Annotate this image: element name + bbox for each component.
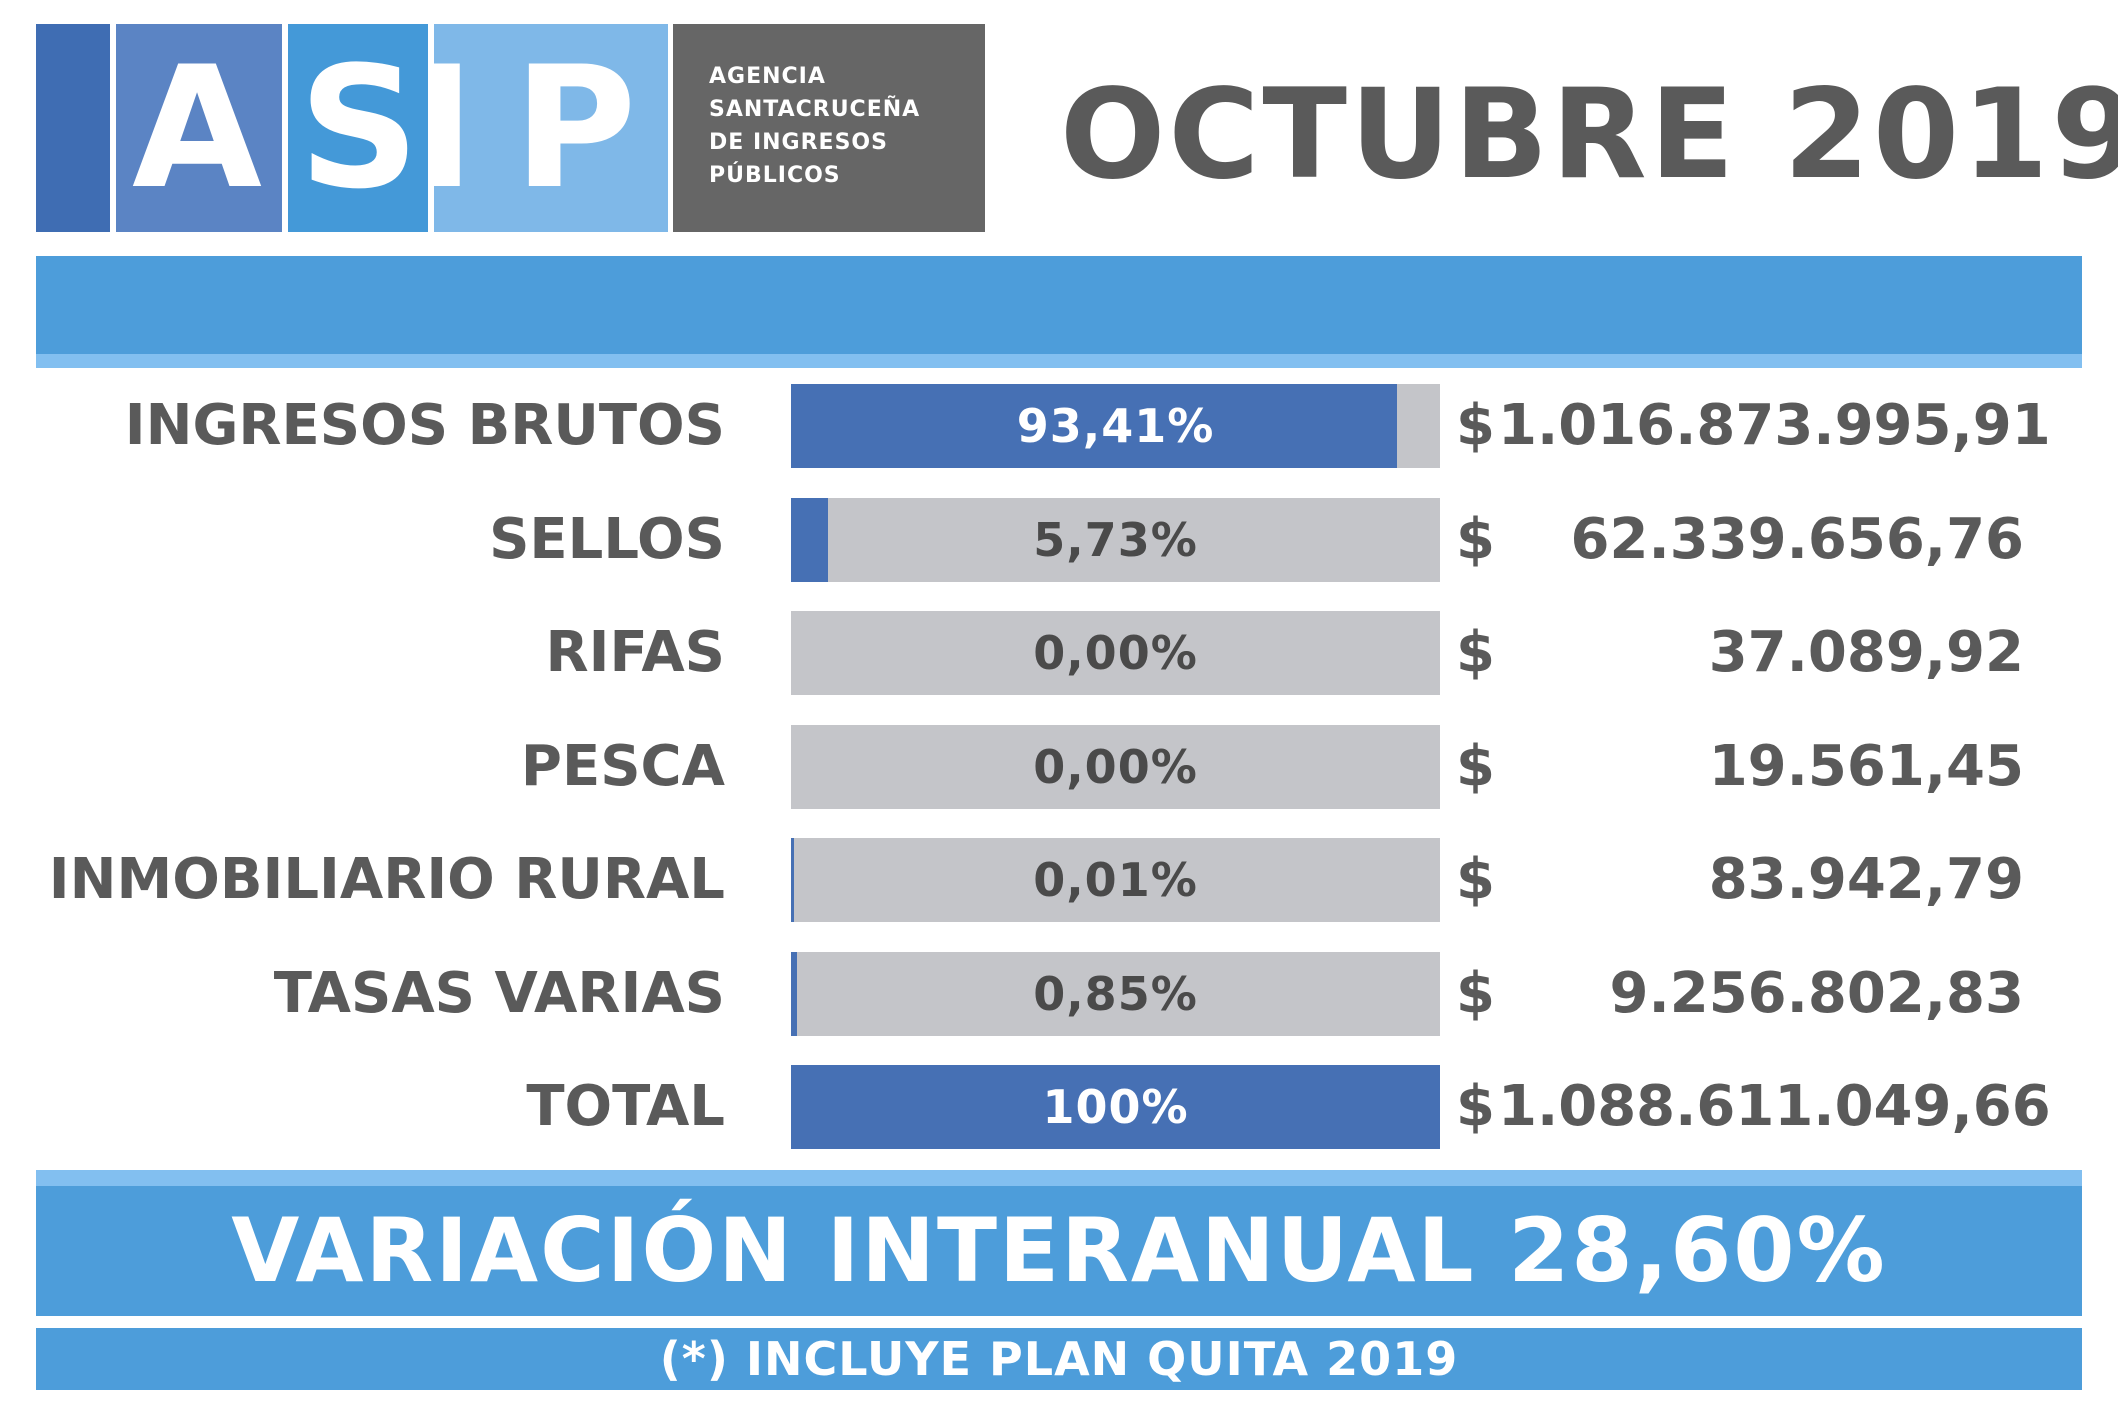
variation-band xyxy=(36,1186,2082,1316)
category-label: RIFAS xyxy=(545,620,725,685)
agency-line: SANTACRUCEÑA xyxy=(709,97,921,122)
footnote-band xyxy=(36,1328,2082,1390)
amount-value: $83.942,79 xyxy=(1456,838,2024,922)
logo-letter-i: I xyxy=(412,30,476,226)
amount-number: 37.089,92 xyxy=(1708,620,2024,685)
percentage-label: 93,41% xyxy=(1016,399,1215,453)
bottom-band-stripe xyxy=(36,1170,2082,1186)
footnote: (*) INCLUYE PLAN QUITA 2019 xyxy=(659,1332,1459,1386)
bar-fill xyxy=(791,838,794,922)
agency-line: DE INGRESOS xyxy=(709,130,888,155)
logo-segment-2 xyxy=(116,24,282,232)
category-label: INMOBILIARIO RURAL xyxy=(48,847,725,912)
amount-value: $19.561,45 xyxy=(1456,725,2024,809)
bar-track: 0,01% xyxy=(791,838,1440,922)
logo-segment-3 xyxy=(288,24,428,232)
year-over-year-variation: VARIACIÓN INTERANUAL 28,60% xyxy=(231,1199,1887,1302)
amount-value: $1.016.873.995,91 xyxy=(1456,384,2051,468)
currency-symbol: $ xyxy=(1456,507,1495,572)
bar-fill xyxy=(791,498,828,582)
percentage-label: 5,73% xyxy=(1033,513,1198,567)
logo-segment-1 xyxy=(36,24,110,232)
amount-number: 19.561,45 xyxy=(1708,734,2024,799)
amount-value: $1.088.611.049,66 xyxy=(1456,1065,2051,1149)
bar-fill xyxy=(791,952,797,1036)
currency-symbol: $ xyxy=(1456,961,1495,1026)
percentage-label: 0,00% xyxy=(1033,740,1198,794)
logo-letter-a: A xyxy=(131,30,263,226)
month-title: OCTUBRE 2019 xyxy=(1060,63,2118,207)
bar-fill xyxy=(791,1065,1440,1149)
percentage-label: 0,85% xyxy=(1033,967,1198,1021)
amount-number: 1.088.611.049,66 xyxy=(1498,1074,2051,1139)
bar-fill xyxy=(791,384,1397,468)
percentage-label: 0,01% xyxy=(1033,853,1198,907)
amount-value: $37.089,92 xyxy=(1456,611,2024,695)
currency-symbol: $ xyxy=(1456,1074,1495,1139)
bar-track: 100% xyxy=(791,1065,1440,1149)
agency-line: AGENCIA xyxy=(709,64,826,89)
top-band xyxy=(36,256,2082,354)
percentage-label: 100% xyxy=(1042,1080,1189,1134)
percentage-label: 0,00% xyxy=(1033,626,1198,680)
logo-segment-4 xyxy=(434,24,668,232)
amount-value: $9.256.802,83 xyxy=(1456,952,2024,1036)
category-label: PESCA xyxy=(520,734,725,799)
category-label: INGRESOS BRUTOS xyxy=(124,393,725,458)
amount-number: 62.339.656,76 xyxy=(1570,507,2024,572)
amount-number: 83.942,79 xyxy=(1708,847,2024,912)
bar-track: 5,73% xyxy=(791,498,1440,582)
category-label: TOTAL xyxy=(526,1074,725,1139)
category-label: SELLOS xyxy=(489,507,725,572)
amount-value: $62.339.656,76 xyxy=(1456,498,2024,582)
bar-track: 0,00% xyxy=(791,611,1440,695)
currency-symbol: $ xyxy=(1456,620,1495,685)
agency-name-box: AGENCIA SANTACRUCEÑA DE INGRESOS PÚBLICO… xyxy=(673,24,985,232)
bar-track: 0,85% xyxy=(791,952,1440,1036)
currency-symbol: $ xyxy=(1456,734,1495,799)
category-label: TASAS VARIAS xyxy=(273,961,725,1026)
amount-number: 9.256.802,83 xyxy=(1609,961,2024,1026)
bar-track: 93,41% xyxy=(791,384,1440,468)
agency-line: PÚBLICOS xyxy=(709,163,841,188)
currency-symbol: $ xyxy=(1456,393,1495,458)
logo-letter-s: S xyxy=(298,30,420,226)
logo-letter-p: P xyxy=(513,30,637,226)
top-band-stripe xyxy=(36,354,2082,368)
bar-track: 0,00% xyxy=(791,725,1440,809)
amount-number: 1.016.873.995,91 xyxy=(1498,393,2051,458)
currency-symbol: $ xyxy=(1456,847,1495,912)
